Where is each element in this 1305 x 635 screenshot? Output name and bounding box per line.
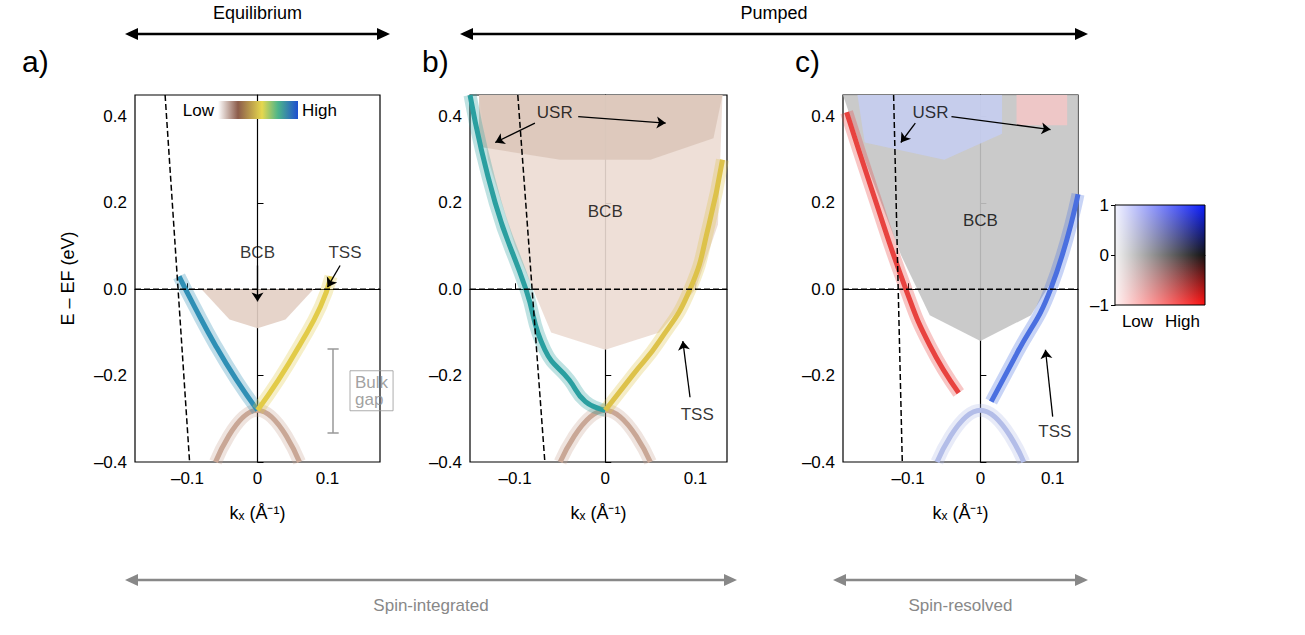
svg-text:0.4: 0.4 [438, 107, 462, 126]
svg-text:USR: USR [913, 103, 949, 122]
svg-text:0.1: 0.1 [316, 469, 340, 488]
svg-text:–0.1: –0.1 [499, 469, 532, 488]
svg-text:–0.4: –0.4 [802, 453, 835, 472]
svg-text:kₓ (Å⁻¹): kₓ (Å⁻¹) [230, 503, 286, 523]
svg-text:kₓ (Å⁻¹): kₓ (Å⁻¹) [571, 503, 627, 523]
svg-text:0.2: 0.2 [103, 193, 127, 212]
svg-text:TSS: TSS [681, 405, 714, 424]
svg-text:–0.4: –0.4 [94, 453, 127, 472]
svg-text:–0.1: –0.1 [892, 469, 925, 488]
svg-text:0.4: 0.4 [811, 107, 835, 126]
svg-text:Bulk: Bulk [355, 372, 389, 392]
svg-text:Low: Low [183, 101, 215, 120]
svg-text:–0.2: –0.2 [94, 366, 127, 385]
svg-text:High: High [1165, 312, 1200, 331]
svg-text:Low: Low [1122, 312, 1154, 331]
svg-text:–0.2: –0.2 [802, 366, 835, 385]
svg-text:High: High [302, 101, 337, 120]
svg-text:0: 0 [1100, 246, 1109, 265]
svg-text:0: 0 [601, 469, 610, 488]
svg-text:Spin-integrated: Spin-integrated [373, 596, 488, 615]
svg-text:Pumped: Pumped [740, 3, 807, 23]
svg-text:a): a) [22, 45, 49, 78]
svg-text:0: 0 [253, 469, 262, 488]
svg-text:TSS: TSS [328, 243, 361, 262]
svg-text:USR: USR [537, 103, 573, 122]
svg-text:0: 0 [976, 469, 985, 488]
svg-text:0.0: 0.0 [103, 280, 127, 299]
svg-text:BCB: BCB [588, 202, 623, 221]
svg-text:kₓ (Å⁻¹): kₓ (Å⁻¹) [933, 503, 989, 523]
svg-text:–1: –1 [1090, 296, 1109, 315]
svg-text:–0.1: –0.1 [171, 469, 204, 488]
svg-text:BCB: BCB [963, 211, 998, 230]
svg-text:Equilibrium: Equilibrium [213, 3, 302, 23]
svg-text:0.0: 0.0 [811, 280, 835, 299]
svg-text:E – EF (eV): E – EF (eV) [58, 231, 78, 325]
svg-text:–0.4: –0.4 [429, 453, 462, 472]
svg-text:b): b) [422, 45, 449, 78]
svg-text:BCB: BCB [240, 243, 275, 262]
svg-text:1: 1 [1100, 196, 1109, 215]
svg-text:0.1: 0.1 [1041, 469, 1065, 488]
svg-text:0.2: 0.2 [811, 193, 835, 212]
svg-text:0.4: 0.4 [103, 107, 127, 126]
svg-text:gap: gap [355, 390, 383, 409]
svg-text:0.2: 0.2 [438, 193, 462, 212]
svg-text:TSS: TSS [1038, 422, 1071, 441]
svg-text:0.0: 0.0 [438, 280, 462, 299]
svg-text:c): c) [795, 45, 820, 78]
svg-text:–0.2: –0.2 [429, 366, 462, 385]
svg-text:Spin-resolved: Spin-resolved [909, 596, 1013, 615]
svg-text:0.1: 0.1 [684, 469, 708, 488]
